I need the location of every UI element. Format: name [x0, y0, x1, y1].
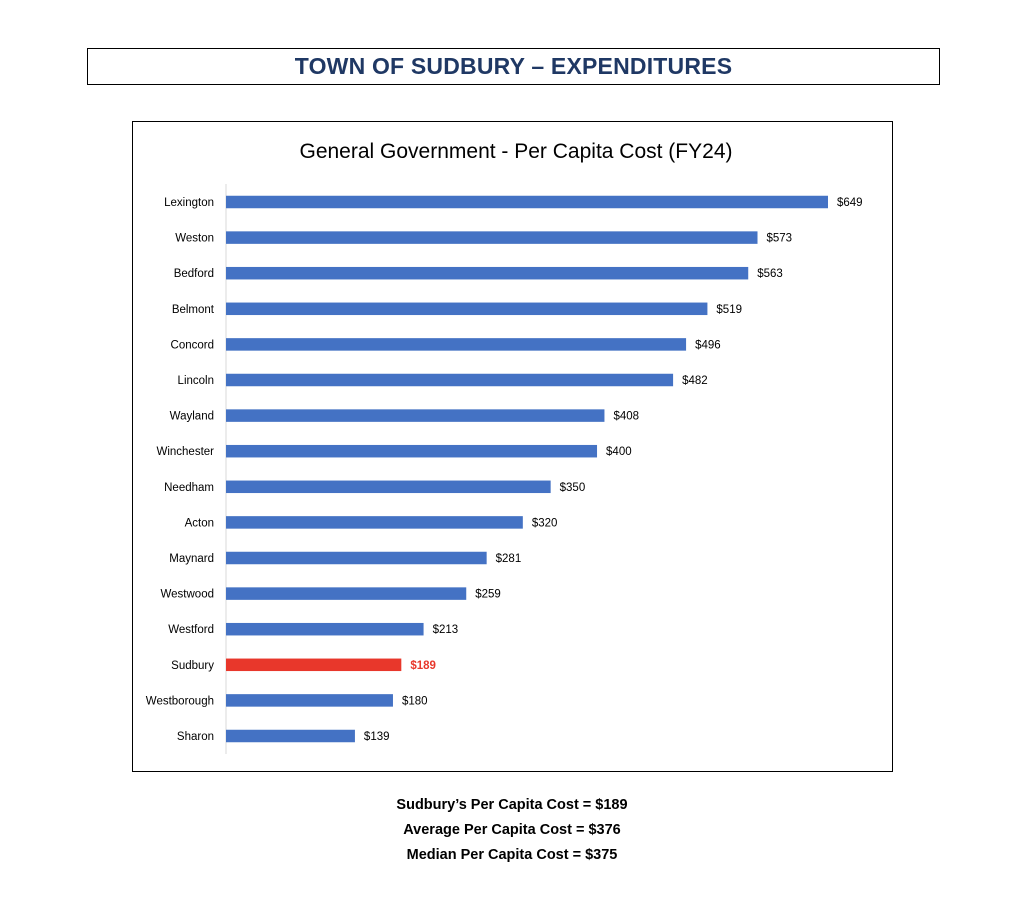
value-label-weston: $573	[767, 233, 793, 245]
category-label-winchester: Winchester	[156, 446, 214, 458]
category-label-weston: Weston	[175, 233, 214, 245]
bar-needham	[226, 480, 551, 494]
category-label-needham: Needham	[164, 482, 214, 494]
chart-frame: General Government - Per Capita Cost (FY…	[132, 121, 893, 772]
value-label-acton: $320	[532, 517, 558, 529]
value-label-maynard: $281	[496, 553, 522, 565]
value-label-sharon: $139	[364, 731, 390, 743]
header-banner: TOWN OF SUDBURY – EXPENDITURES	[87, 48, 940, 85]
category-label-belmont: Belmont	[172, 304, 215, 316]
bars-layer: Lexington $649 Weston $573 Bedford $563 Belmon…	[146, 195, 863, 743]
bar-chart: General Government - Per Capita Cost (FY…	[146, 140, 863, 754]
bar-bedford	[226, 266, 749, 280]
value-label-winchester: $400	[606, 446, 632, 458]
category-label-maynard: Maynard	[169, 553, 214, 565]
summary-sudbury-cost: Sudbury’s Per Capita Cost = $189	[396, 797, 628, 813]
value-label-westborough: $180	[402, 695, 428, 707]
value-label-lexington: $649	[837, 197, 863, 209]
category-label-lincoln: Lincoln	[178, 375, 214, 387]
bar-westborough	[226, 694, 393, 707]
bar-westwood	[226, 587, 467, 600]
bar-weston	[226, 231, 758, 244]
category-label-concord: Concord	[171, 339, 214, 351]
bar-maynard	[226, 551, 487, 565]
value-label-wayland: $408	[613, 411, 639, 423]
bar-sudbury	[226, 658, 402, 672]
page-title: TOWN OF SUDBURY – EXPENDITURES	[294, 53, 733, 79]
category-label-sharon: Sharon	[177, 731, 214, 743]
category-label-sudbury: Sudbury	[171, 660, 214, 672]
bar-wayland	[226, 409, 605, 422]
bar-winchester	[226, 444, 598, 458]
summary-average-cost: Average Per Capita Cost = $376	[403, 822, 621, 838]
summary-median-cost: Median Per Capita Cost = $375	[406, 847, 618, 863]
value-label-bedford: $563	[757, 268, 783, 280]
bar-belmont	[226, 302, 708, 316]
category-label-wayland: Wayland	[170, 411, 214, 423]
value-label-concord: $496	[695, 339, 721, 351]
category-label-acton: Acton	[185, 517, 214, 529]
value-label-belmont: $519	[716, 304, 742, 316]
bar-sharon	[226, 729, 355, 743]
bar-lincoln	[226, 373, 674, 387]
value-label-westford: $213	[433, 624, 459, 636]
bar-westford	[226, 622, 424, 636]
bar-concord	[226, 338, 687, 351]
summary-block: Sudbury’s Per Capita Cost = $189 Average…	[0, 794, 1024, 869]
category-label-westborough: Westborough	[146, 695, 214, 707]
category-label-bedford: Bedford	[174, 268, 214, 280]
value-label-sudbury: $189	[410, 660, 436, 672]
category-label-westford: Westford	[168, 624, 214, 636]
bar-acton	[226, 516, 523, 529]
value-label-lincoln: $482	[682, 375, 708, 387]
value-label-needham: $350	[560, 482, 586, 494]
category-label-westwood: Westwood	[161, 589, 214, 601]
chart-title: General Government - Per Capita Cost (FY…	[299, 140, 732, 163]
category-label-lexington: Lexington	[164, 197, 214, 209]
bar-lexington	[226, 195, 828, 209]
value-label-westwood: $259	[475, 589, 501, 601]
